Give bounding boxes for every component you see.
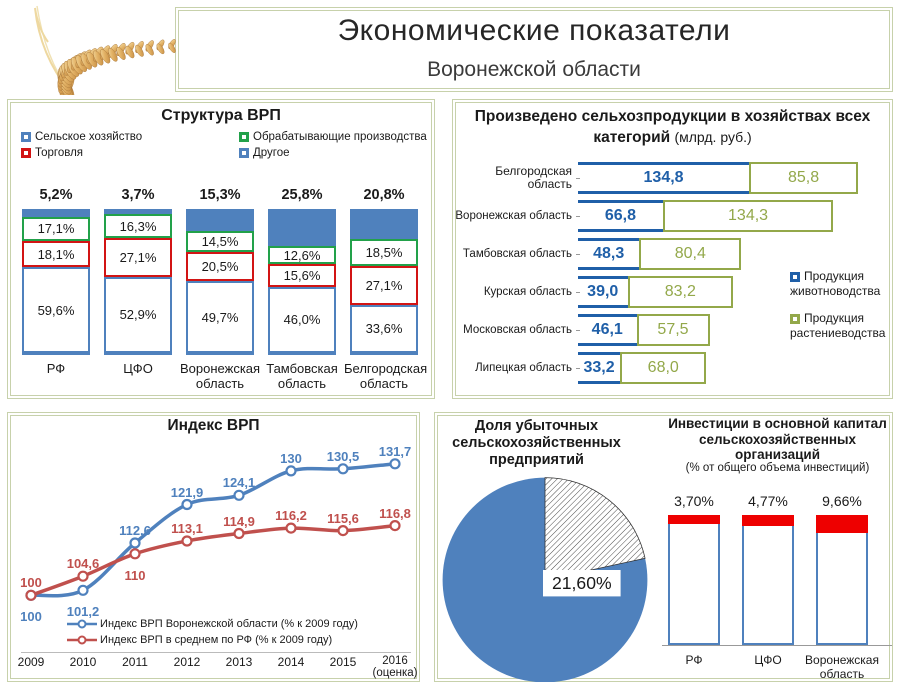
svg-text:21,60%: 21,60% (552, 573, 612, 593)
